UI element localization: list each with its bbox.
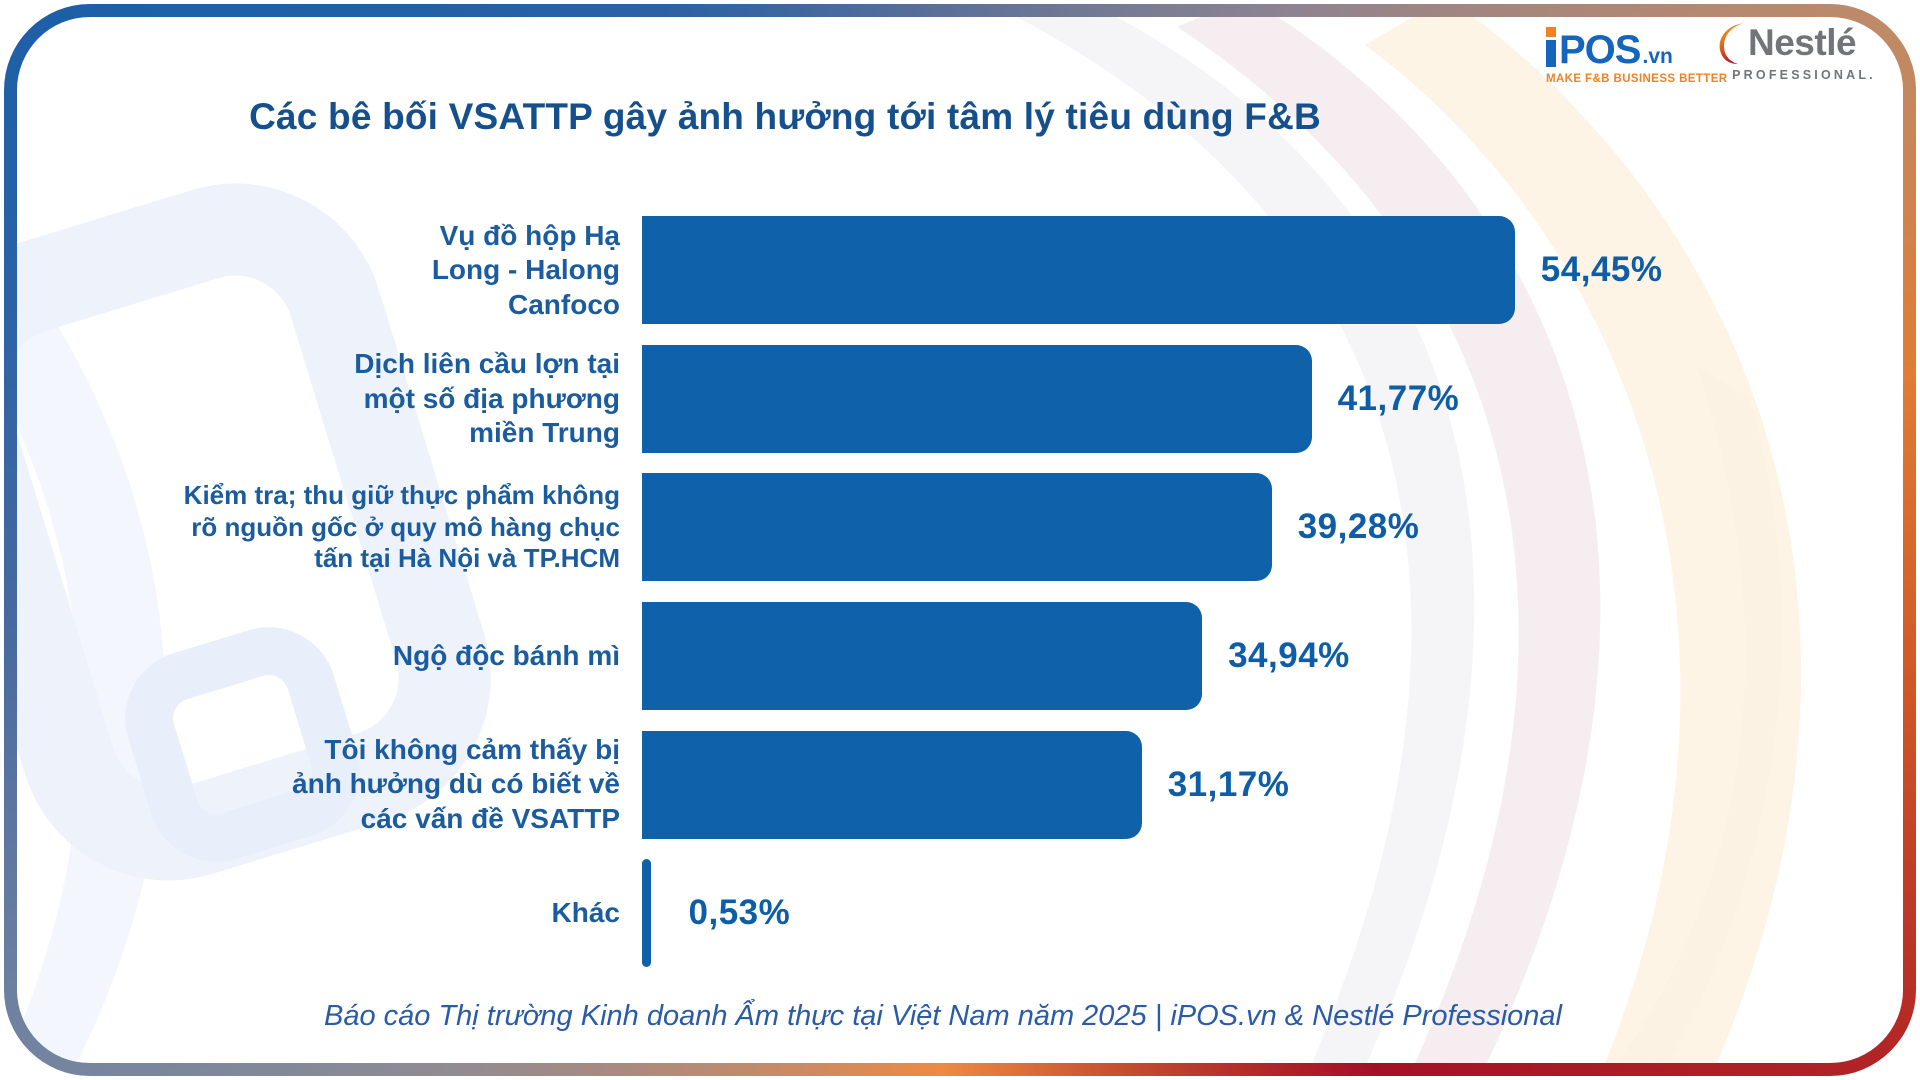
bar [642, 473, 1272, 582]
category-label: Tôi không cảm thấy bị ảnh hưởng dù có biế… [292, 734, 620, 834]
nestle-swoosh-icon [1719, 23, 1744, 64]
ipos-tagline: MAKE F&B BUSINESS BETTER [1546, 73, 1728, 85]
nestle-professional-text: PROFESSIONAL. [1732, 68, 1876, 82]
value-label: 31,17% [1167, 764, 1290, 804]
ipos-tld-text: .vn [1642, 45, 1673, 69]
value-label: 41,77% [1337, 378, 1460, 418]
chart-row: Vụ đồ hộp Hạ Long - Halong Canfoco 54,45% [140, 206, 1840, 335]
bar [642, 344, 1312, 453]
category-label: Vụ đồ hộp Hạ Long - Halong Canfoco [431, 219, 620, 320]
bar [642, 216, 1515, 325]
chart-row: Khác 0,53% [140, 849, 1840, 978]
value-label: 0,53% [688, 893, 791, 933]
source-citation: Báo cáo Thị trường Kinh doanh Ẩm thực tạ… [323, 1000, 1562, 1032]
nestle-wordmark: Nestlé [1748, 22, 1857, 63]
ipos-wordmark: POS .vn [1546, 27, 1706, 73]
ipos-i-stem-icon [1546, 40, 1556, 67]
category-label: Dịch liên cầu lợn tại một số địa phương mi… [354, 348, 620, 449]
bar [642, 859, 651, 968]
value-label: 54,45% [1540, 250, 1663, 290]
bar [642, 730, 1142, 839]
ipos-wordmark-text: POS [1559, 28, 1641, 73]
ipos-logo: POS .vn MAKE F&B BUSINESS BETTER [1546, 27, 1728, 85]
nestle-professional-logo: Nestlé PROFESSIONAL. [1714, 20, 1894, 82]
chart-title: Các bê bối VSATTP gây ảnh hưởng tới tâm … [249, 96, 1321, 137]
value-label: 39,28% [1297, 507, 1420, 547]
category-label: Kiểm tra; thu giữ thực phẩm không rõ nguồ… [183, 479, 620, 574]
bar-chart: Vụ đồ hộp Hạ Long - Halong Canfoco 54,45% Dị… [140, 206, 1840, 978]
chart-row: Tôi không cảm thấy bị ảnh hưởng dù có biế… [140, 720, 1840, 849]
bar [642, 602, 1203, 711]
category-label: Khác [551, 897, 620, 929]
chart-row: Dịch liên cầu lợn tại một số địa phương mi… [140, 335, 1840, 464]
chart-row: Ngộ độc bánh mì 34,94% [140, 592, 1840, 721]
value-label: 34,94% [1228, 636, 1350, 676]
ipos-i-dot-icon [1546, 27, 1556, 37]
ipos-i-mark-icon [1546, 27, 1556, 67]
category-label: Ngộ độc bánh mì [392, 639, 620, 671]
chart-row: Kiểm tra; thu giữ thực phẩm không rõ nguồ… [140, 463, 1840, 592]
chart-rows: Vụ đồ hộp Hạ Long - Halong Canfoco 54,45% Dị… [140, 206, 1840, 978]
